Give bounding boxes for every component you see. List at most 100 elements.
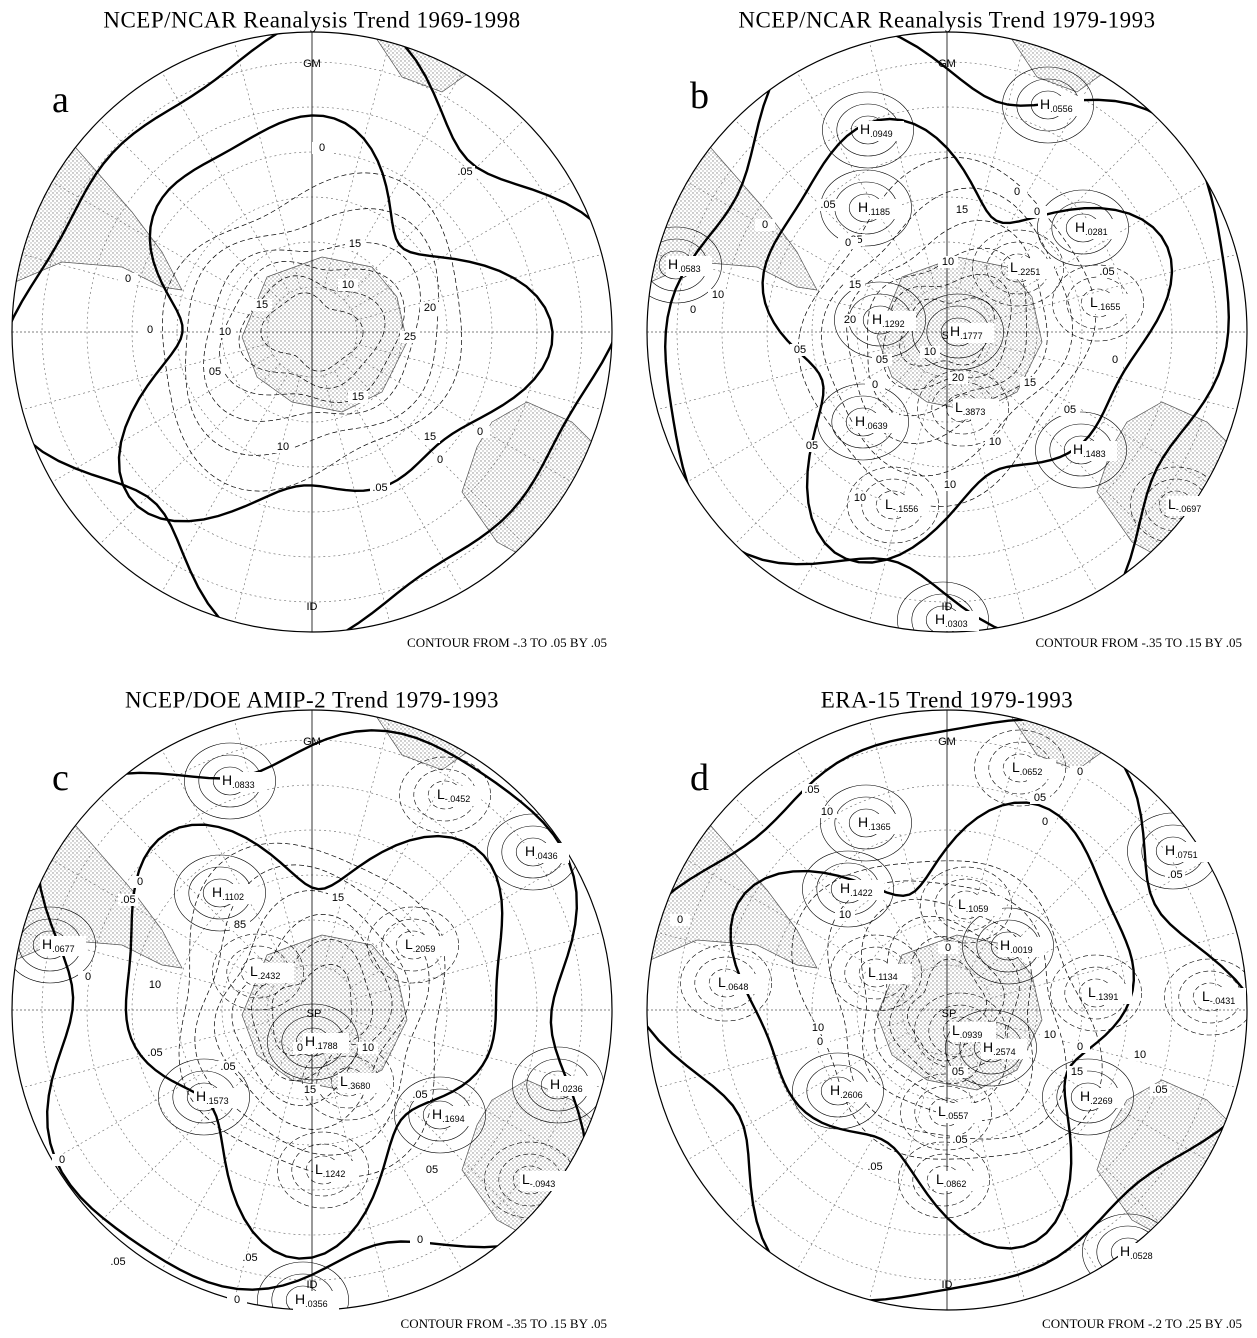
negative-contour — [238, 275, 386, 389]
center-type: H — [432, 1106, 442, 1122]
label-backdrop — [520, 1171, 566, 1191]
center-type: L — [1090, 294, 1098, 310]
center-type: L — [340, 1073, 348, 1089]
negative-contour — [974, 729, 1066, 807]
label-backdrop — [358, 1042, 378, 1054]
map-body — [12, 32, 612, 632]
label-backdrop — [430, 1106, 476, 1126]
contour-label: 0 — [417, 1234, 423, 1246]
label-backdrop — [430, 454, 450, 466]
zero-contour — [117, 114, 554, 523]
contour-label: 10 — [149, 979, 161, 991]
label-backdrop — [422, 1164, 442, 1176]
meridian — [334, 72, 463, 294]
map-panel: NCEP/NCAR Reanalysis Trend 1969-1998 a CON… — [11, 7, 613, 650]
contour-info: CONTOUR FROM -.3 TO .05 BY .05 — [407, 635, 607, 650]
center-value: .0528 — [1130, 1251, 1153, 1261]
label-backdrop — [410, 1089, 430, 1101]
label-backdrop — [716, 974, 762, 994]
label-backdrop — [835, 909, 855, 921]
contour-label: .05 — [412, 1089, 427, 1101]
negative-contour — [1052, 264, 1144, 342]
label-backdrop — [856, 814, 902, 834]
center-value: .3680 — [348, 1081, 371, 1091]
meridian — [734, 1041, 916, 1223]
center-value: .0583 — [678, 264, 701, 274]
negative-contour — [194, 864, 430, 1156]
center-type: H — [860, 121, 870, 137]
contour-label: 0 — [872, 379, 878, 391]
contour-label: .05 — [820, 199, 835, 211]
label-backdrop — [790, 344, 810, 356]
contour-label: 15 — [256, 299, 268, 311]
label-backdrop — [883, 496, 929, 516]
negative-contour — [917, 369, 1009, 447]
contour-label: 05 — [794, 344, 806, 356]
land — [241, 934, 408, 1091]
contour-label: .05 — [804, 784, 819, 796]
pressure-center: H.0356 — [295, 1291, 328, 1310]
negative-contour — [920, 866, 1012, 944]
negative-contour — [900, 1073, 992, 1151]
meridian — [234, 375, 301, 622]
contour-label: 0 — [477, 426, 483, 438]
label-backdrop — [936, 1103, 982, 1123]
negative-contour — [867, 247, 1027, 417]
center-value: .0652 — [1020, 767, 1043, 777]
label-backdrop — [981, 1039, 1027, 1059]
pressure-center: H.0556 — [1040, 96, 1073, 115]
pressure-center: L-.0697 — [1168, 496, 1201, 515]
contour-label: 15 — [332, 892, 344, 904]
center-value: .2432 — [258, 971, 281, 981]
contour-label: .05 — [1099, 266, 1114, 278]
zero-contour — [36, 729, 588, 1291]
pressure-center: L.2432 — [250, 963, 280, 982]
meridian — [323, 375, 390, 622]
center-type: L — [405, 936, 413, 952]
pressure-center: H.0677 — [42, 936, 75, 955]
center-type: L — [250, 963, 258, 979]
meridian-label: ID — [942, 1279, 953, 1291]
label-backdrop — [252, 299, 272, 311]
panel-letter: c — [52, 757, 69, 799]
label-backdrop — [802, 784, 822, 796]
center-value: .1788 — [315, 1041, 338, 1051]
center-type: H — [1075, 219, 1085, 235]
label-backdrop — [40, 936, 86, 956]
meridian-label: ID — [942, 601, 953, 613]
label-backdrop — [1200, 988, 1246, 1008]
negative-contour — [213, 890, 411, 1130]
center-type: L — [437, 786, 445, 802]
label-backdrop — [1010, 759, 1056, 779]
center-value: .1059 — [966, 904, 989, 914]
label-backdrop — [410, 1234, 430, 1246]
negative-contour — [367, 906, 459, 984]
pressure-center: L-.1556 — [885, 496, 918, 515]
map-panel: NCEP/DOE AMIP-2 Trend 1979-1993 c CONTOUR … — [11, 687, 613, 1331]
label-backdrop — [293, 1291, 339, 1311]
center-value: .1242 — [323, 1169, 346, 1179]
contour-label: 0 — [762, 219, 768, 231]
contour-info: CONTOUR FROM -.35 TO .15 BY .05 — [401, 1316, 607, 1331]
label-backdrop — [1166, 496, 1212, 516]
label-backdrop — [52, 1154, 72, 1166]
meridian — [99, 1041, 281, 1223]
zero-contour — [729, 801, 1136, 1250]
pressure-center: H.1102 — [212, 884, 244, 903]
negative-contour — [302, 1043, 394, 1121]
positive-contour — [12, 906, 96, 984]
pressure-center: H.0236 — [550, 1076, 583, 1095]
positive-contour — [822, 91, 914, 169]
pressure-center: H.0019 — [1000, 937, 1033, 956]
contour-label: 10 — [839, 909, 851, 921]
label-backdrop — [1070, 1041, 1090, 1053]
label-backdrop — [1130, 1049, 1150, 1061]
label-backdrop — [470, 426, 490, 438]
panel-title: ERA-15 Trend 1979-1993 — [821, 687, 1074, 712]
contour-label: 0 — [677, 914, 683, 926]
negative-contour — [203, 242, 421, 422]
pressure-center: L-.0452 — [437, 786, 470, 805]
negative-contour — [898, 1141, 990, 1219]
pressure-center: H.2269 — [1080, 1088, 1113, 1107]
land — [12, 779, 183, 971]
